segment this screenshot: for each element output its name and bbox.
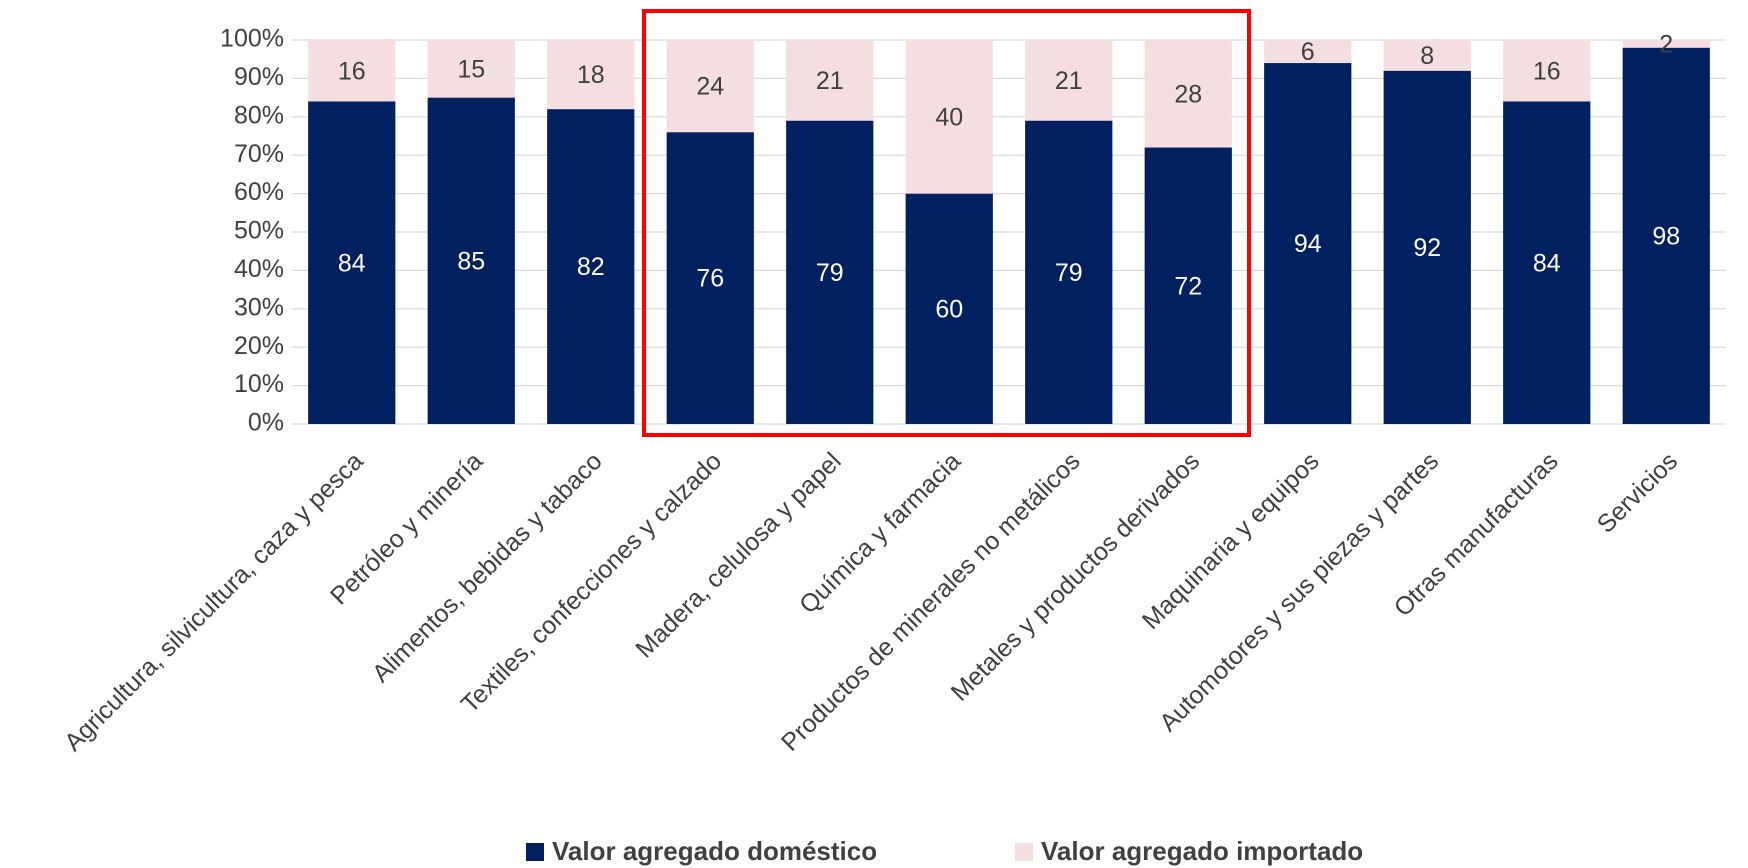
legend-swatch xyxy=(526,843,544,861)
bar-segment xyxy=(1025,120,1113,424)
bar-segment xyxy=(308,101,396,424)
y-tick-label: 90% xyxy=(234,63,284,91)
data-label: 84 xyxy=(1533,249,1561,277)
data-label: 40 xyxy=(935,103,963,131)
x-tick-label: Alimentos, bebidas y tabaco xyxy=(367,447,608,688)
bar-segment xyxy=(547,109,635,425)
data-label: 16 xyxy=(1533,57,1561,85)
data-label: 18 xyxy=(577,61,605,89)
y-tick-label: 100% xyxy=(220,25,284,53)
data-label: 21 xyxy=(1055,67,1083,95)
y-tick-label: 50% xyxy=(234,217,284,245)
y-tick-label: 40% xyxy=(234,255,284,283)
x-tick-label: Metales y productos derivados xyxy=(946,447,1206,707)
y-tick-label: 0% xyxy=(248,409,284,437)
data-label: 94 xyxy=(1294,230,1322,258)
bar-segment xyxy=(1383,70,1471,424)
bar-segment xyxy=(1264,63,1352,424)
bar-segment xyxy=(905,40,993,194)
x-tick-label: Servicios xyxy=(1592,447,1684,539)
data-label: 84 xyxy=(338,249,366,277)
y-tick-label: 70% xyxy=(234,140,284,168)
data-label: 76 xyxy=(696,265,724,293)
bar-segment xyxy=(786,120,874,424)
data-label: 16 xyxy=(338,57,366,85)
bar-segment xyxy=(547,40,635,110)
bar-segment xyxy=(1144,147,1232,424)
data-label: 24 xyxy=(696,73,724,101)
y-tick-label: 80% xyxy=(234,101,284,129)
bar-segment xyxy=(308,40,396,102)
bar-segment xyxy=(1622,40,1710,48)
data-label: 79 xyxy=(816,259,844,287)
bar-segment xyxy=(1622,47,1710,425)
data-label: 85 xyxy=(457,247,485,275)
data-label: 28 xyxy=(1174,80,1202,108)
data-label: 98 xyxy=(1652,222,1680,250)
data-label: 2 xyxy=(1659,30,1673,58)
highlight-box xyxy=(642,9,1251,437)
x-tick-label: Madera, celulosa y papel xyxy=(630,447,846,663)
bar-segment xyxy=(1144,40,1232,148)
bar-segment xyxy=(427,40,515,98)
data-label: 72 xyxy=(1174,272,1202,300)
data-label: 6 xyxy=(1301,38,1315,66)
data-label: 79 xyxy=(1055,259,1083,287)
bar-segment xyxy=(905,193,993,424)
bar-segment xyxy=(427,97,515,424)
bar-segment xyxy=(1025,40,1113,121)
x-tick-label: Textiles, confecciones y calzado xyxy=(456,447,727,718)
legend-label: Valor agregado doméstico xyxy=(552,836,877,866)
y-tick-label: 30% xyxy=(234,293,284,321)
data-label: 8 xyxy=(1420,42,1434,70)
legend-label: Valor agregado importado xyxy=(1041,836,1363,866)
bar-segment xyxy=(666,40,754,133)
bar-segment xyxy=(1383,40,1471,71)
data-label: 60 xyxy=(935,295,963,323)
y-tick-label: 10% xyxy=(234,370,284,398)
bar-segment xyxy=(1264,40,1352,64)
bar-segment xyxy=(1503,40,1591,102)
data-label: 82 xyxy=(577,253,605,281)
x-tick-label: Agricultura, silvicultura, caza y pesca xyxy=(59,447,369,757)
bar-segment xyxy=(666,132,754,424)
bar-segment xyxy=(786,40,874,121)
data-label: 92 xyxy=(1413,234,1441,262)
legend-swatch xyxy=(1015,843,1033,861)
data-label: 21 xyxy=(816,67,844,95)
data-label: 15 xyxy=(457,55,485,83)
y-tick-label: 60% xyxy=(234,178,284,206)
bar-segment xyxy=(1503,101,1591,424)
y-tick-label: 20% xyxy=(234,332,284,360)
